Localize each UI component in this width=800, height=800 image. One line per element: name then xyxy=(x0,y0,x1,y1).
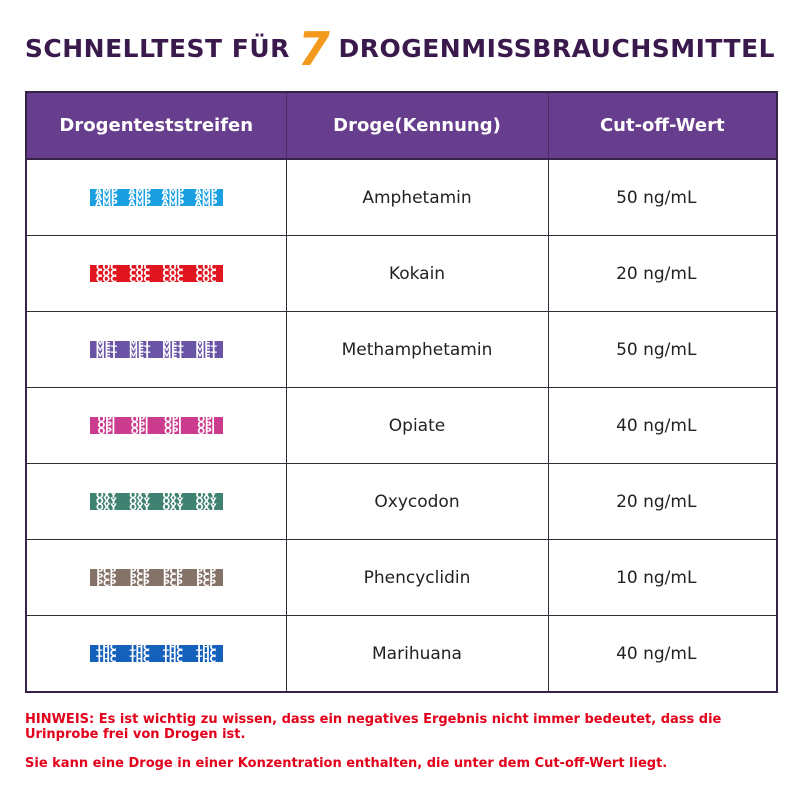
test-strip-image: PCP PCP PCP PCP PCP PCP PCP PCP PCP PCP PCP… xyxy=(89,569,223,586)
strip-code-label: COC COC COC xyxy=(195,265,217,282)
table-row: OPI OPI OPI OPI OPI OPI OPI OPI OPI OPI OPI… xyxy=(26,387,777,464)
strip-code-label: MET MET MET xyxy=(95,341,117,358)
strip-code-label: PCP PCP PCP xyxy=(129,569,150,586)
strip-code-label: OXY OXY OXY xyxy=(95,493,117,510)
strip-code-label: THC THC THC xyxy=(195,645,217,662)
strip-code-label: OXY OXY OXY xyxy=(195,493,217,510)
table-row: PCP PCP PCP PCP PCP PCP PCP PCP PCP PCP PCP… xyxy=(26,539,777,616)
drug-name: Phencyclidin xyxy=(286,539,549,616)
drug-name: Methamphetamin xyxy=(286,311,549,388)
drug-test-table: Drogenteststreifen Droge(Kennung) Cut-of… xyxy=(25,91,778,693)
strip-code-label: AMP AMP AMP xyxy=(161,189,185,206)
strip-code-label: PCP PCP PCP xyxy=(162,569,183,586)
strip-code-label: COC COC COC xyxy=(129,265,151,282)
table-row: AMP AMP AMP AMP AMP AMP AMP AMP AMP AMP AMP… xyxy=(26,159,777,236)
strip-cell: OPI OPI OPI OPI OPI OPI OPI OPI OPI OPI OPI… xyxy=(26,387,287,464)
strip-cell: AMP AMP AMP AMP AMP AMP AMP AMP AMP AMP AMP… xyxy=(26,159,287,236)
table-body: AMP AMP AMP AMP AMP AMP AMP AMP AMP AMP AMP… xyxy=(26,159,777,692)
drug-name: Marihuana xyxy=(286,615,549,692)
strip-code-label: OPI OPI OPI xyxy=(197,417,215,434)
strip-code-label: OXY OXY OXY xyxy=(162,493,184,510)
test-strip-image: OPI OPI OPI OPI OPI OPI OPI OPI OPI OPI OPI… xyxy=(89,417,223,434)
cutoff-value: 50 ng/mL xyxy=(548,311,777,388)
header-strip: Drogenteststreifen xyxy=(26,92,287,160)
test-strip-image: OXY OXY OXY OXY OXY OXY OXY OXY OXY OXY OXY… xyxy=(89,493,223,510)
cutoff-value: 10 ng/mL xyxy=(548,539,777,616)
cutoff-value: 20 ng/mL xyxy=(548,463,777,540)
strip-cell: OXY OXY OXY OXY OXY OXY OXY OXY OXY OXY OXY… xyxy=(26,463,287,540)
strip-code-label: OPI OPI OPI xyxy=(97,417,116,434)
drug-name: Kokain xyxy=(286,235,549,312)
strip-code-label: AMP AMP AMP xyxy=(194,189,218,206)
test-strip-image: AMP AMP AMP AMP AMP AMP AMP AMP AMP AMP AMP… xyxy=(89,189,223,206)
strip-cell: COC COC COC COC COC COC COC COC COC COC COC… xyxy=(26,235,287,312)
strip-cell: THC THC THC THC THC THC THC THC THC THC THC… xyxy=(26,615,287,692)
strip-code-label: PCP PCP PCP xyxy=(196,569,217,586)
note-line-1: HINWEIS: Es ist wichtig zu wissen, dass … xyxy=(25,712,722,742)
title-prefix: SCHNELLTEST FÜR xyxy=(24,34,290,63)
title-suffix: DROGENMISSBRAUCHSMITTEL xyxy=(338,34,776,63)
table-row: OXY OXY OXY OXY OXY OXY OXY OXY OXY OXY OXY… xyxy=(26,463,777,540)
test-strip-image: COC COC COC COC COC COC COC COC COC COC COC… xyxy=(89,265,223,282)
strip-code-label: PCP PCP PCP xyxy=(96,569,117,586)
table-row: MET MET MET MET MET MET MET MET MET MET MET… xyxy=(26,311,777,388)
strip-code-label: OXY OXY OXY xyxy=(129,493,151,510)
page-title: SCHNELLTEST FÜR 7 DROGENMISSBRAUCHSMITTEL xyxy=(0,22,800,76)
test-strip-image: MET MET MET MET MET MET MET MET MET MET MET… xyxy=(89,341,223,358)
strip-code-label: THC THC THC xyxy=(96,645,117,662)
strip-code-label: THC THC THC xyxy=(129,645,150,662)
drug-name: Amphetamin xyxy=(286,159,549,236)
strip-code-label: OPI OPI OPI xyxy=(164,417,182,434)
strip-code-label: MET MET MET xyxy=(195,341,217,358)
table-row: THC THC THC THC THC THC THC THC THC THC THC… xyxy=(26,615,777,692)
strip-code-label: MET MET MET xyxy=(129,341,151,358)
drug-name: Opiate xyxy=(286,387,549,464)
strip-cell: PCP PCP PCP PCP PCP PCP PCP PCP PCP PCP PCP… xyxy=(26,539,287,616)
header-cutoff: Cut-off-Wert xyxy=(548,92,777,160)
strip-code-label: AMP AMP AMP xyxy=(128,189,151,206)
test-strip-image: THC THC THC THC THC THC THC THC THC THC THC… xyxy=(89,645,223,662)
strip-code-label: COC COC COC xyxy=(95,265,117,282)
cutoff-value: 50 ng/mL xyxy=(548,159,777,236)
note-line-2: Sie kann eine Droge in einer Konzentrati… xyxy=(25,756,668,771)
strip-code-label: THC THC THC xyxy=(162,645,184,662)
title-number: 7 xyxy=(297,22,331,76)
header-drug: Droge(Kennung) xyxy=(286,92,549,160)
strip-code-label: OPI OPI OPI xyxy=(130,417,149,434)
table-header-row: Drogenteststreifen Droge(Kennung) Cut-of… xyxy=(26,92,777,160)
table-row: COC COC COC COC COC COC COC COC COC COC COC… xyxy=(26,235,777,312)
strip-code-label: MET MET MET xyxy=(162,341,184,358)
drug-name: Oxycodon xyxy=(286,463,549,540)
strip-cell: MET MET MET MET MET MET MET MET MET MET MET… xyxy=(26,311,287,388)
cutoff-value: 40 ng/mL xyxy=(616,643,697,664)
strip-code-label: COC COC COC xyxy=(162,265,184,282)
strip-code-label: AMP AMP AMP xyxy=(95,189,118,206)
cutoff-value: 40 ng/mL xyxy=(548,387,777,464)
cutoff-value: 20 ng/mL xyxy=(548,235,777,312)
